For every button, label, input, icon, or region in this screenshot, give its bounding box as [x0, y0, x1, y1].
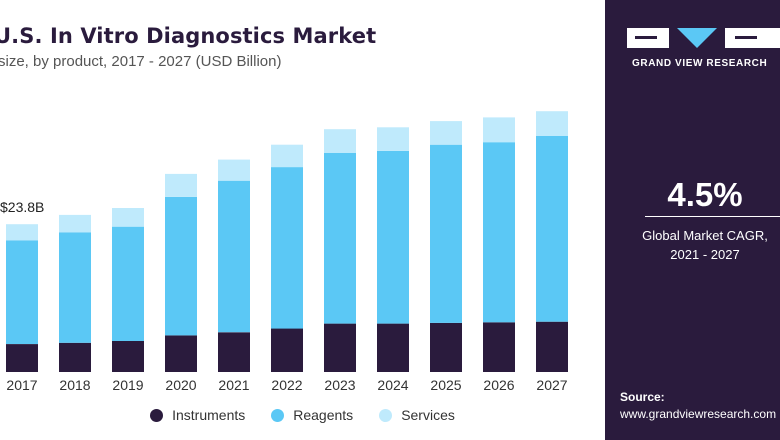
- bar-reagents-2021: [218, 180, 250, 333]
- bar-instruments-2024: [377, 323, 409, 372]
- chart-card: $23.8B 2017 2018 2019 2020 2021 2022 2023 2024 20…: [0, 0, 605, 440]
- cagr-label: Global Market CAGR, 2021 - 2027: [605, 226, 780, 264]
- source-label: Source:: [620, 390, 665, 404]
- bar-services-2019: [112, 208, 144, 227]
- x-tick-label-2025: 2025: [430, 377, 461, 393]
- cagr-value: 4.5%: [667, 176, 743, 213]
- legend-swatch-instruments: [150, 408, 164, 422]
- bar-reagents-2019: [112, 226, 144, 341]
- x-tick-label-2027: 2027: [536, 377, 567, 393]
- bar-services-2026: [483, 117, 515, 143]
- bar-instruments-2020: [165, 335, 197, 372]
- x-tick-label-2020: 2020: [165, 377, 196, 393]
- bar-reagents-2026: [483, 142, 515, 323]
- bar-services-2020: [165, 173, 197, 197]
- x-tick-label-2018: 2018: [59, 377, 90, 393]
- bar-instruments-2026: [483, 322, 515, 372]
- brand-name: GRAND VIEW RESEARCH: [632, 58, 768, 69]
- source-url[interactable]: www.grandviewresearch.com: [620, 407, 777, 421]
- bar-instruments-2017: [6, 344, 38, 372]
- cagr-label-line1: Global Market CAGR,: [642, 228, 768, 243]
- annotation-label: $23.8B: [0, 199, 44, 215]
- legend-label-instruments: Instruments: [172, 407, 246, 423]
- x-tick-label-2021: 2021: [218, 377, 249, 393]
- bar-services-2022: [271, 144, 303, 168]
- bar-instruments-2021: [218, 332, 250, 372]
- bar-services-2018: [59, 214, 91, 233]
- bar-services-2027: [536, 111, 568, 136]
- x-tick-label-2017: 2017: [6, 377, 37, 393]
- bar-reagents-2022: [271, 167, 303, 329]
- bar-instruments-2018: [59, 342, 91, 372]
- bar-chart: $23.8B 2017 2018 2019 2020 2021 2022 2023 2024 20…: [0, 111, 568, 393]
- grand-view-research-logo: [627, 28, 780, 48]
- chart-subtitle: size, by product, 2017 - 2027 (USD Billi…: [0, 53, 282, 70]
- cagr-label-line2: 2021 - 2027: [670, 247, 740, 262]
- info-panel: GRAND VIEW RESEARCH 4.5% Global Market C…: [605, 0, 780, 440]
- logo-triangle: [677, 28, 717, 48]
- bar-reagents-2023: [324, 152, 356, 324]
- bar-reagents-2025: [430, 144, 462, 323]
- chart-title: U.S. In Vitro Diagnostics Market: [0, 24, 377, 48]
- legend-swatch-services: [379, 408, 393, 422]
- x-tick-label-2019: 2019: [112, 377, 143, 393]
- bar-reagents-2027: [536, 136, 568, 322]
- bar-instruments-2022: [271, 328, 303, 372]
- bar-instruments-2025: [430, 322, 462, 372]
- cagr-divider: [645, 216, 780, 217]
- bar-reagents-2018: [59, 232, 91, 343]
- legend-label-services: Services: [401, 407, 455, 423]
- logo-notch-right: [735, 36, 757, 39]
- x-tick-label-2022: 2022: [271, 377, 302, 393]
- legend-swatch-reagents: [271, 408, 285, 422]
- bar-instruments-2023: [324, 323, 356, 372]
- bar-services-2023: [324, 129, 356, 153]
- bar-services-2024: [377, 127, 409, 151]
- bar-services-2025: [430, 121, 462, 145]
- bar-services-2017: [6, 224, 38, 241]
- bar-instruments-2019: [112, 340, 144, 372]
- bar-services-2021: [218, 159, 250, 181]
- bar-reagents-2024: [377, 150, 409, 324]
- x-tick-label-2024: 2024: [377, 377, 408, 393]
- x-tick-label-2026: 2026: [483, 377, 514, 393]
- legend-item-instruments: Instruments: [150, 407, 245, 423]
- legend-label-reagents: Reagents: [293, 407, 354, 423]
- bar-instruments-2027: [536, 321, 568, 372]
- bar-reagents-2020: [165, 196, 197, 336]
- bar-reagents-2017: [6, 240, 38, 344]
- x-tick-label-2023: 2023: [324, 377, 355, 393]
- legend-item-services: Services: [379, 407, 455, 423]
- chart-legend: Instruments Reagents Services: [0, 404, 605, 426]
- logo-notch-left: [635, 36, 657, 39]
- legend-item-reagents: Reagents: [271, 407, 353, 423]
